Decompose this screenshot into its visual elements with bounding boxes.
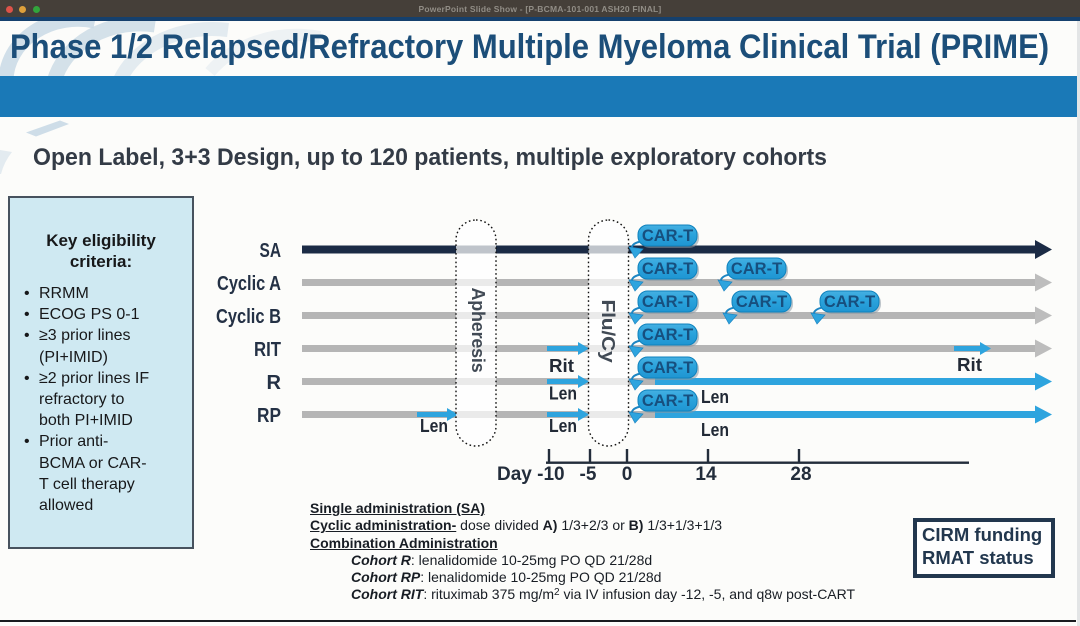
svg-text:CAR-T: CAR-T (824, 293, 875, 311)
svg-text:-5: -5 (580, 464, 597, 485)
svg-text:CAR-T: CAR-T (736, 293, 787, 311)
svg-text:Cyclic B: Cyclic B (216, 306, 281, 328)
svg-text:14: 14 (695, 464, 717, 485)
svg-text:Apheresis: Apheresis (468, 288, 488, 373)
svg-text:CAR-T: CAR-T (642, 227, 693, 245)
svg-text:CAR-T: CAR-T (731, 260, 782, 278)
svg-text:Rit: Rit (549, 356, 574, 376)
svg-text:Len: Len (701, 420, 729, 440)
svg-text:Cyclic A: Cyclic A (217, 273, 281, 295)
svg-text:Len: Len (549, 384, 577, 404)
svg-text:Rit: Rit (957, 355, 982, 375)
svg-text:Len: Len (701, 387, 729, 407)
svg-text:SA: SA (260, 240, 282, 262)
svg-text:CAR-T: CAR-T (642, 392, 693, 410)
svg-text:CAR-T: CAR-T (642, 260, 693, 278)
svg-text:RIT: RIT (254, 339, 281, 361)
svg-text:Len: Len (420, 416, 448, 436)
svg-text:CAR-T: CAR-T (642, 359, 693, 377)
svg-text:CAR-T: CAR-T (642, 326, 693, 344)
svg-text:Day -10: Day -10 (497, 464, 565, 485)
svg-text:28: 28 (790, 464, 811, 485)
svg-text:Flu/Cy: Flu/Cy (598, 300, 618, 363)
svg-text:R: R (267, 372, 282, 394)
svg-text:CAR-T: CAR-T (642, 293, 693, 311)
svg-text:0: 0 (622, 464, 633, 485)
svg-text:Len: Len (549, 416, 577, 436)
svg-text:RP: RP (257, 405, 281, 427)
